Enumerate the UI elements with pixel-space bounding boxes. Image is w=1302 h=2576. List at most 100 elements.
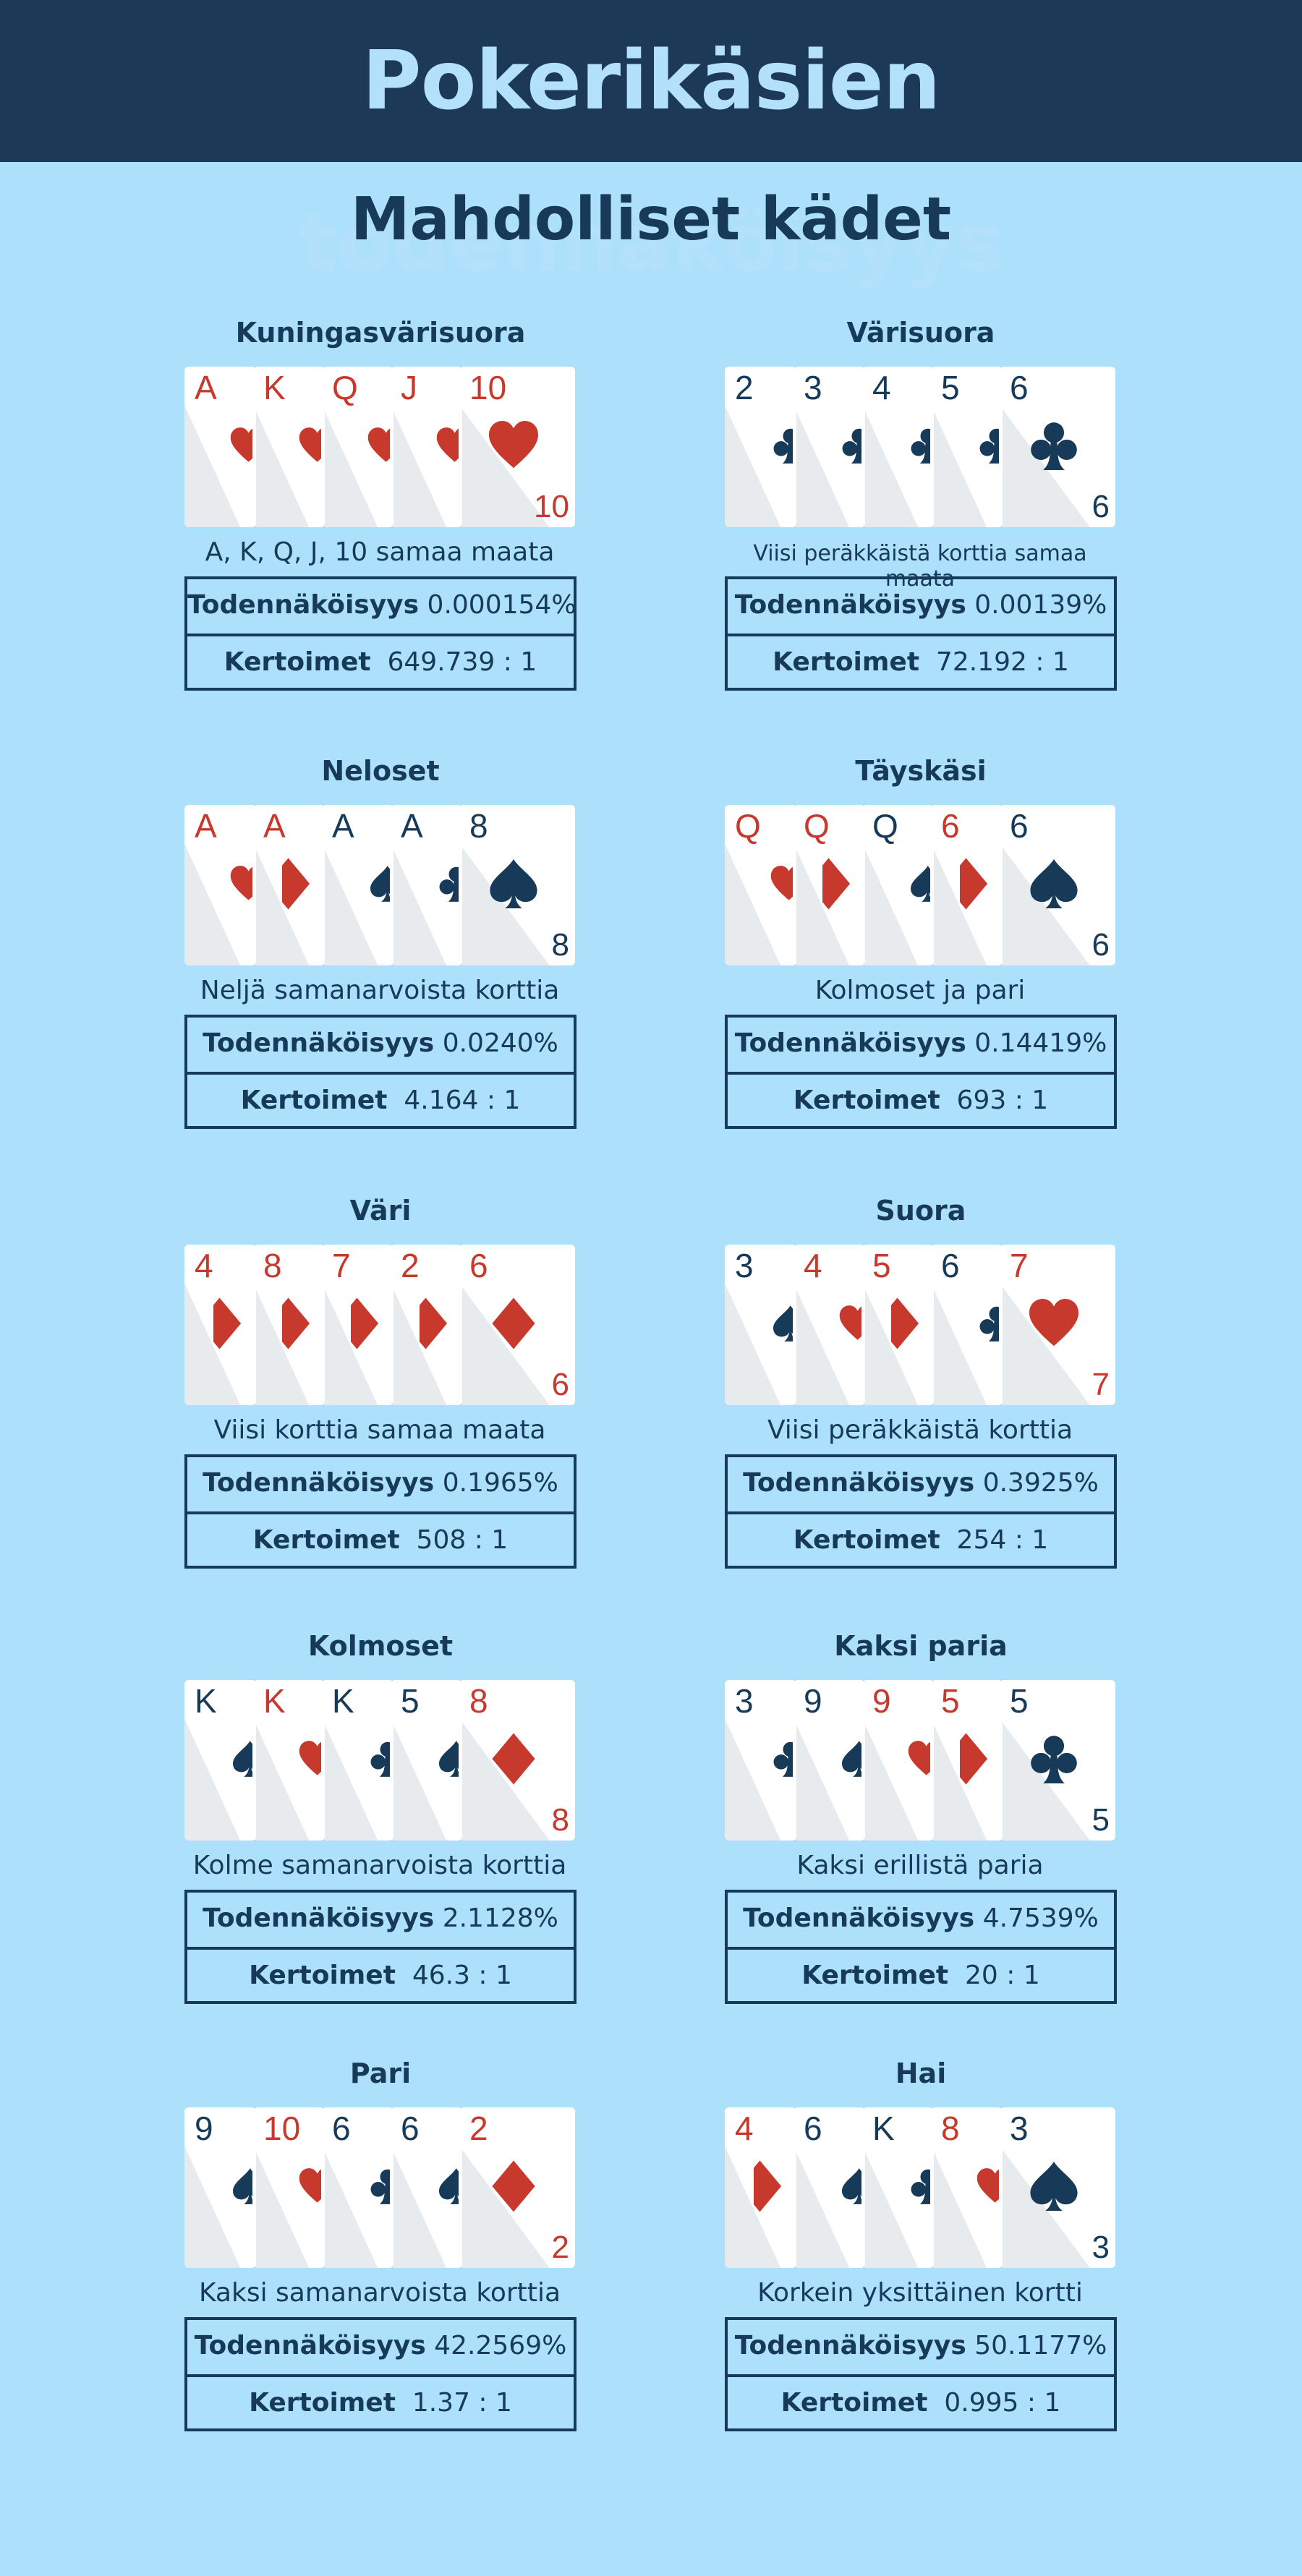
probability-row: Todennäköisyys 0.1965% xyxy=(187,1457,574,1511)
probability-row-value: 42.2569% xyxy=(434,2331,567,2360)
card-rank: A xyxy=(195,807,217,845)
diamond-icon xyxy=(492,2160,535,2212)
hand-description: Korkein yksittäinen kortti xyxy=(757,2278,1083,2308)
heart-icon xyxy=(436,427,459,462)
heart-icon xyxy=(770,866,793,900)
club-icon xyxy=(842,428,861,464)
odds-row: Kertoimet 649.739 : 1 xyxy=(187,634,574,688)
card-rank: 9 xyxy=(804,1682,822,1720)
hand-block: Suora 3 4 5 6 7 7 Viisi peräkkäistä korttia Tode… xyxy=(725,1195,1117,1571)
playing-card: Q xyxy=(862,805,934,965)
playing-card: K xyxy=(184,1680,256,1841)
odds-row-value: 508 : 1 xyxy=(416,1525,509,1555)
probability-row-label: Todennäköisyys xyxy=(194,2331,426,2360)
card-rank: 2 xyxy=(735,369,754,406)
odds-row-value: 649.739 : 1 xyxy=(387,647,537,677)
probability-row-value: 50.1177% xyxy=(974,2331,1107,2360)
probability-row-value: 0.0240% xyxy=(442,1028,558,1058)
odds-row: Kertoimet 693 : 1 xyxy=(728,1072,1114,1126)
probability-row-label: Todennäköisyys xyxy=(743,1468,975,1498)
spade-icon xyxy=(233,2168,252,2204)
heart-icon xyxy=(230,427,252,462)
card-rank: 3 xyxy=(1010,2110,1029,2147)
stats-table: Todennäköisyys 0.1965% Kertoimet 508 : 1 xyxy=(184,1454,576,1569)
probability-row: Todennäköisyys 0.000154% xyxy=(187,579,576,634)
hand-description: Kaksi samanarvoista korttia xyxy=(198,2278,561,2308)
card-rank: J xyxy=(401,369,417,406)
stats-table: Todennäköisyys 0.3925% Kertoimet 254 : 1 xyxy=(725,1454,1117,1569)
card-rank: 7 xyxy=(332,1247,351,1284)
stats-table: Todennäköisyys 0.00139% Kertoimet 72.192 … xyxy=(725,576,1117,691)
card-rank: K xyxy=(195,1682,217,1720)
heart-icon xyxy=(299,2168,321,2203)
card-rank: 5 xyxy=(1010,1682,1029,1720)
card-fan: A K Q J 10 10 xyxy=(184,367,575,527)
card-rank: 3 xyxy=(735,1247,754,1284)
card-rank: 4 xyxy=(804,1247,822,1284)
odds-row-value: 46.3 : 1 xyxy=(412,1961,512,1990)
heart-icon xyxy=(1029,1298,1079,1347)
playing-card: K xyxy=(253,367,325,527)
card-rank: 2 xyxy=(401,1247,420,1284)
hand-block: Hai 4 6 K 8 3 3 Korkein yksittäinen kortti Toden… xyxy=(725,2057,1117,2434)
diamond-icon xyxy=(492,1733,535,1785)
probability-row-value: 0.1965% xyxy=(442,1468,558,1498)
diamond-icon xyxy=(822,858,851,910)
club-icon xyxy=(911,2169,930,2204)
hand-description: Neljä samanarvoista korttia xyxy=(200,976,560,1005)
playing-card: A xyxy=(322,805,393,965)
hand-block: Täyskäsi Q Q Q 6 6 6 Kolmoset ja pari Todennäköi… xyxy=(725,755,1117,1131)
playing-card: 6 xyxy=(322,2107,393,2268)
hand-name: Pari xyxy=(349,2057,412,2089)
odds-row-value: 1.37 : 1 xyxy=(412,2388,512,2418)
stats-table: Todennäköisyys 0.000154% Kertoimet 649.73… xyxy=(184,576,576,691)
spade-icon xyxy=(1030,2161,1078,2212)
probability-row-value: 0.14419% xyxy=(974,1028,1107,1058)
spade-icon xyxy=(439,1741,459,1777)
probability-row-label: Todennäköisyys xyxy=(203,1903,435,1933)
stats-table: Todennäköisyys 50.1177% Kertoimet 0.995 :… xyxy=(725,2317,1117,2431)
playing-card: 4 xyxy=(184,1245,256,1405)
club-icon xyxy=(370,1741,390,1777)
club-icon xyxy=(439,866,459,902)
odds-row-value: 4.164 : 1 xyxy=(404,1086,521,1115)
diamond-icon xyxy=(420,1297,448,1349)
playing-card: K xyxy=(862,2107,934,2268)
heart-icon xyxy=(299,427,321,462)
playing-card: 9 xyxy=(862,1680,934,1841)
playing-card: 6 xyxy=(931,805,1003,965)
playing-card: A xyxy=(184,367,256,527)
stats-table: Todennäköisyys 0.0240% Kertoimet 4.164 : … xyxy=(184,1015,576,1129)
card-rank: 6 xyxy=(469,1247,488,1284)
card-rank: 7 xyxy=(1010,1247,1029,1284)
card-rank: 6 xyxy=(941,1247,960,1284)
diamond-icon xyxy=(754,2160,782,2212)
card-rank: 8 xyxy=(941,2110,960,2147)
card-rank: Q xyxy=(872,807,898,845)
section-title: Mahdolliset kädet xyxy=(350,185,952,254)
card-rank: 6 xyxy=(1010,807,1029,845)
spade-icon xyxy=(842,1741,861,1777)
hand-name: Kaksi paria xyxy=(834,1630,1008,1662)
card-corner-rank: 8 xyxy=(551,1802,569,1838)
playing-card: J xyxy=(391,367,462,527)
probability-row: Todennäköisyys 42.2569% xyxy=(187,2320,574,2374)
hand-description: Kolmoset ja pari xyxy=(814,976,1026,1005)
hand-block: Värisuora 2 3 4 5 6 6 Viisi peräkkäistä korttia… xyxy=(725,317,1117,693)
hand-name: Täyskäsi xyxy=(855,755,987,787)
card-corner-rank: 6 xyxy=(1092,927,1110,963)
card-corner-rank: 10 xyxy=(534,489,569,524)
probability-row: Todennäköisyys 0.3925% xyxy=(728,1457,1114,1511)
card-rank: 8 xyxy=(263,1247,282,1284)
odds-row-value: 72.192 : 1 xyxy=(935,647,1069,677)
probability-row-label: Todennäköisyys xyxy=(187,590,420,620)
odds-row: Kertoimet 1.37 : 1 xyxy=(187,2374,574,2428)
probability-row: Todennäköisyys 0.14419% xyxy=(728,1018,1114,1072)
